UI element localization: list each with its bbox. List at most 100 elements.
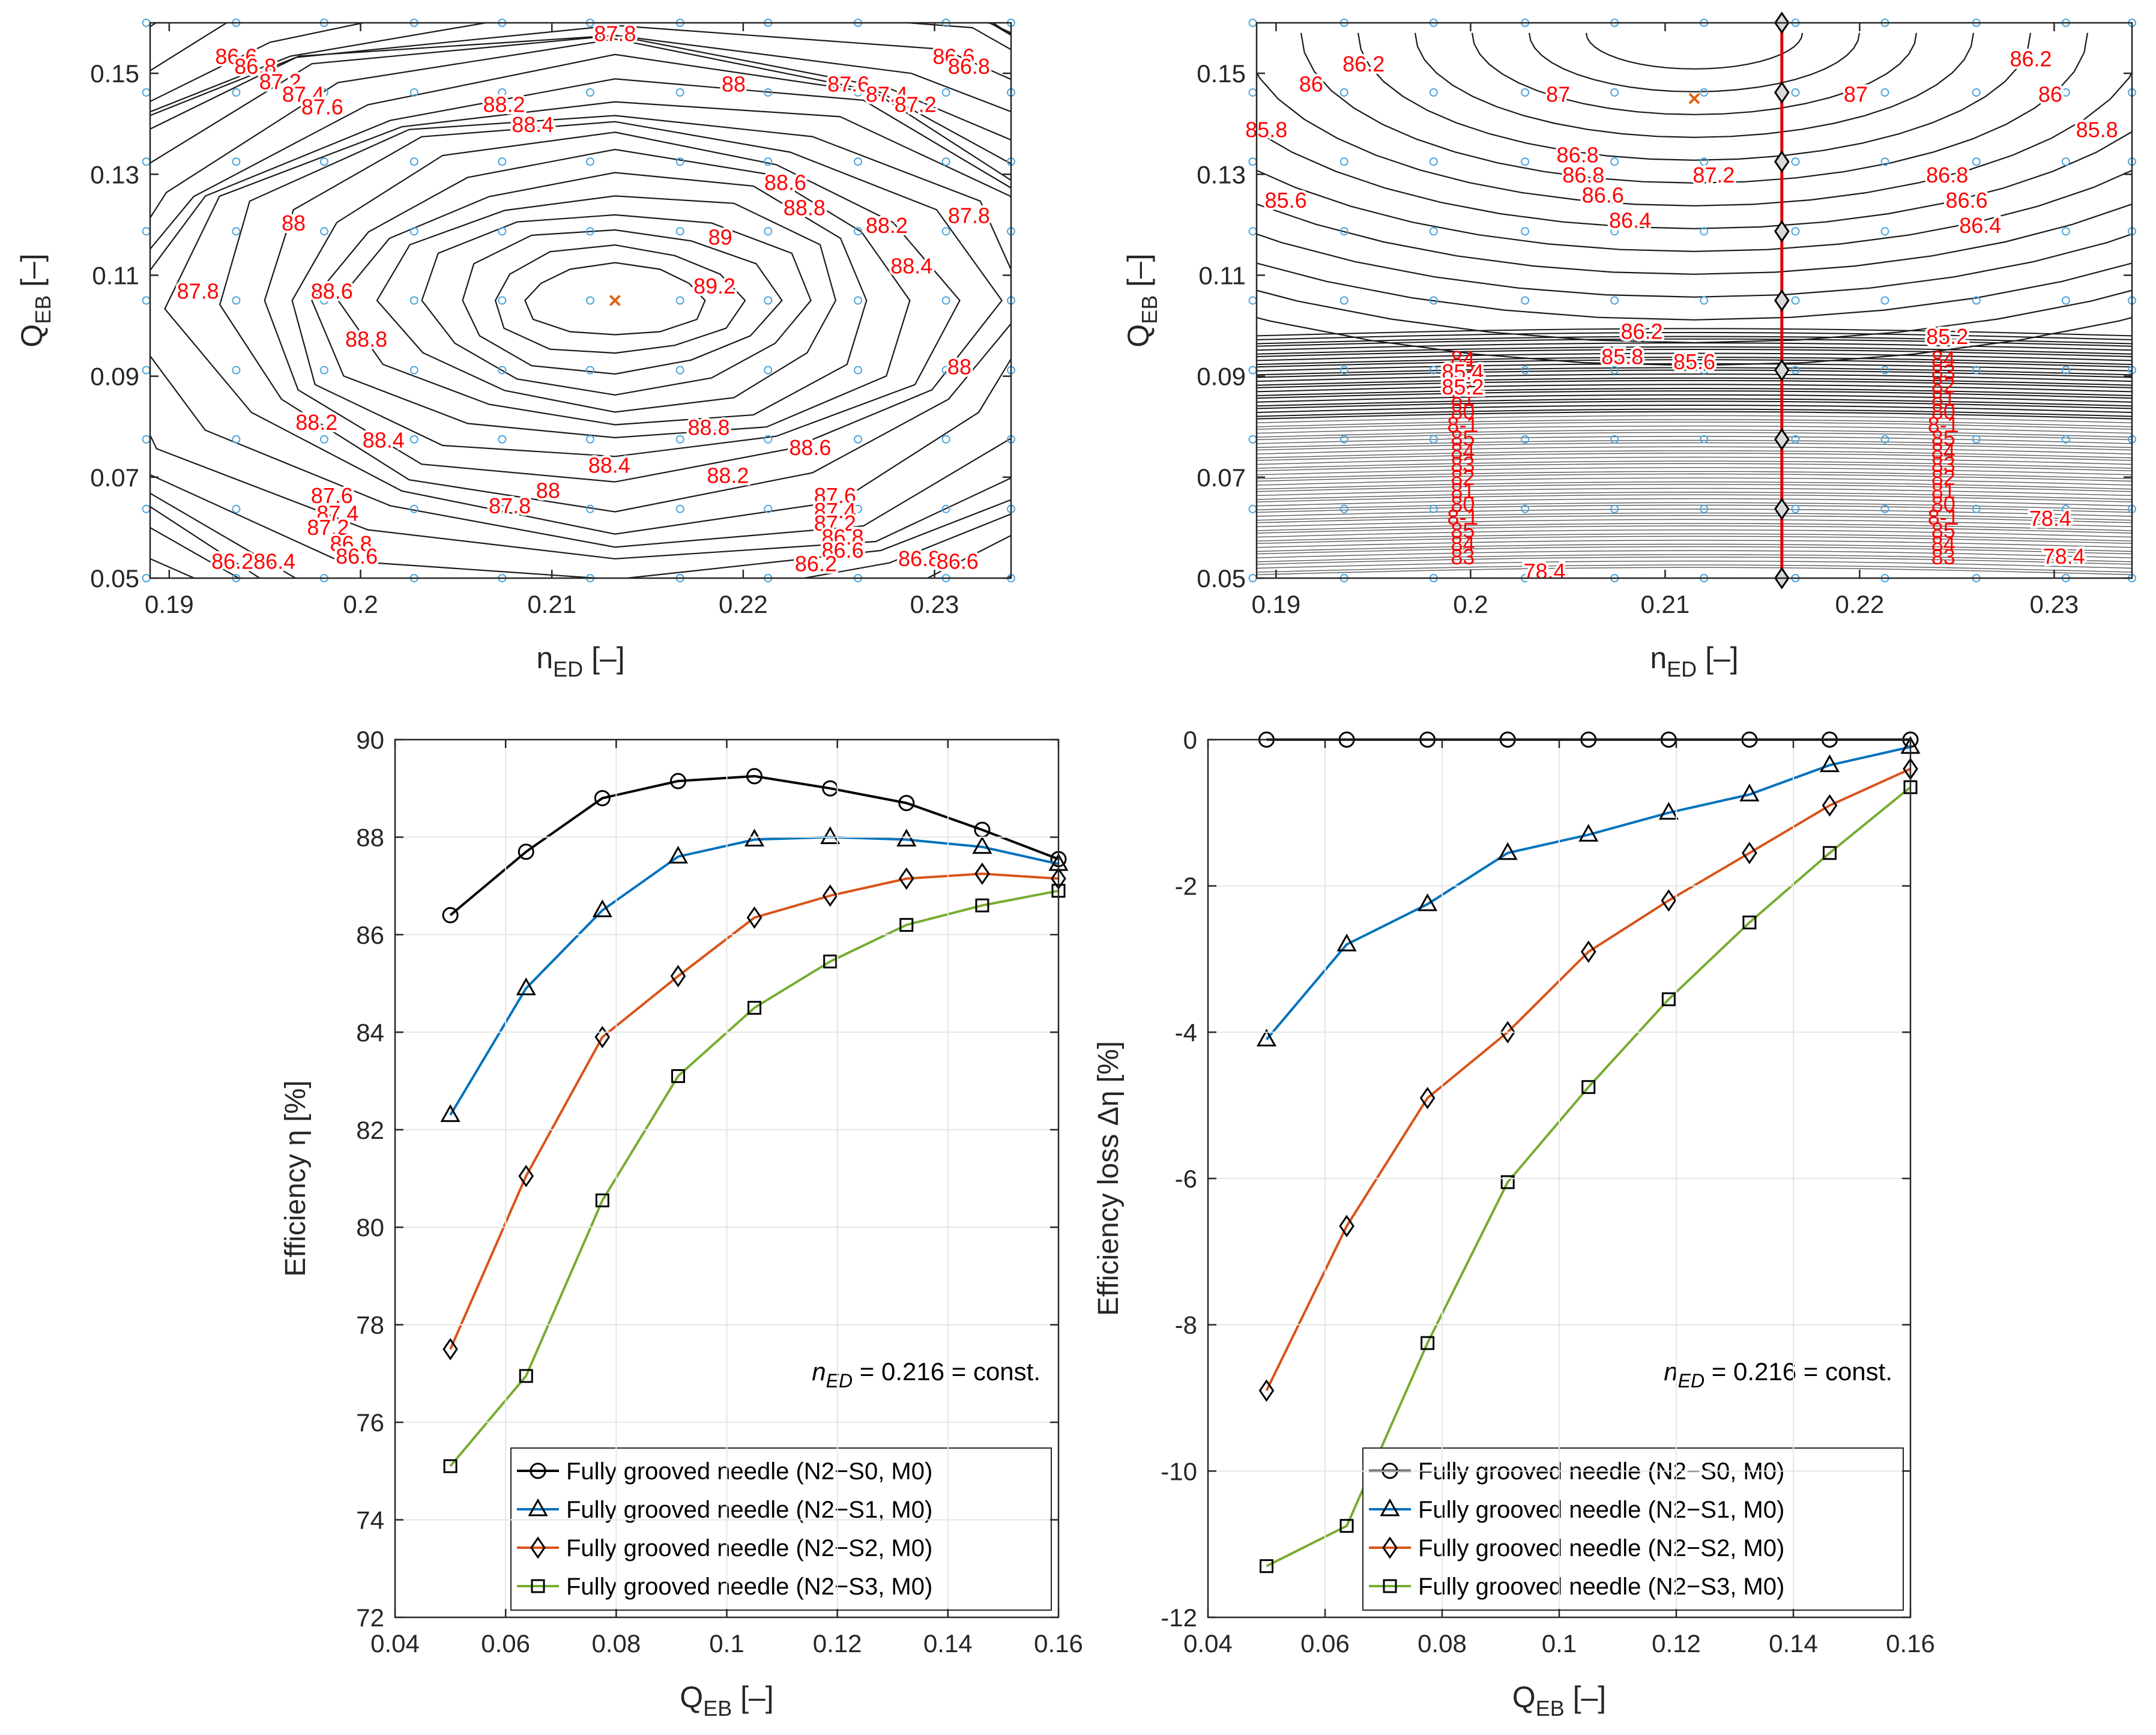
section-point [1774, 150, 1790, 173]
measurement-point [142, 366, 151, 375]
marker-square [1260, 1559, 1273, 1574]
contour-line [1257, 377, 2132, 386]
measurement-point [498, 366, 507, 375]
measurement-point [941, 296, 950, 305]
x-tick-label: 0.16 [1034, 1629, 1083, 1658]
contour-line [1257, 453, 2132, 461]
contour-line [1414, 32, 1975, 138]
marker-diamond [1661, 889, 1677, 912]
contour-label: 86.2 [2010, 47, 2052, 71]
contour-label: 86.4 [1959, 213, 2001, 238]
x-axis-label: QEB [–] [680, 1680, 773, 1721]
series-0 [442, 768, 1067, 923]
optimum-marker [609, 295, 621, 306]
contour-line [1257, 536, 2132, 544]
contour-label: 87.6 [814, 483, 856, 508]
contour-line [219, 115, 1011, 513]
contour-label: 88.8 [687, 415, 729, 439]
measurement-point [319, 296, 328, 305]
measurement-point [1972, 88, 1981, 97]
measurement-point [675, 435, 684, 444]
contour-line [1257, 439, 2132, 448]
measurement-point [941, 227, 950, 236]
contour-label: 85.8 [1601, 345, 1643, 369]
contour-line [1257, 560, 2132, 569]
dense-contour-label: 83 [1451, 452, 1475, 477]
contour-label: 89.2 [693, 274, 735, 298]
measurement-point [1521, 296, 1530, 305]
contour-line [1257, 442, 2132, 451]
dense-contour-label: 84 [1451, 531, 1475, 556]
measurement-point [1880, 88, 1889, 97]
dense-contour-label: 82 [1451, 373, 1475, 397]
dense-contour-label: 80 [1931, 399, 1955, 424]
contour-label: 88 [282, 211, 306, 235]
contour-line [337, 172, 868, 426]
contour-line [1257, 473, 2132, 482]
dense-contour-label: 81 [1451, 478, 1475, 503]
contour-line [1257, 131, 2132, 229]
marker-circle [442, 907, 459, 923]
dense-contour-label: 80 [1451, 492, 1475, 516]
marker-circle [594, 789, 611, 806]
contour-line [1257, 316, 2132, 366]
contour-line [1257, 450, 2132, 459]
section-point [1774, 220, 1790, 243]
marker-diamond [518, 1165, 534, 1187]
contour-label: 88.4 [588, 453, 630, 478]
contour-label: 87 [1546, 82, 1570, 106]
contour-line [150, 25, 1011, 578]
contour-label: 87.4 [316, 501, 358, 525]
y-tick-label: 0.11 [92, 261, 139, 289]
measurement-point [142, 227, 151, 236]
contour-line [1257, 564, 2132, 573]
marker-diamond [746, 906, 762, 929]
dense-contour-label: 8-1 [1928, 412, 1959, 437]
measurement-point [2061, 296, 2070, 305]
const-annotation: nED = 0.216 = const. [1664, 1357, 1892, 1392]
series-1 [1256, 736, 1921, 1047]
measurement-point [1429, 227, 1438, 236]
marker-circle [898, 795, 915, 812]
contour-line [311, 148, 911, 439]
dense-contour-label: 84 [1451, 346, 1475, 371]
contour-line [1257, 550, 2132, 558]
marker-diamond [1258, 1379, 1275, 1402]
x-tick-label: 0.23 [910, 590, 959, 618]
legend: Fully grooved needle (N2−S0, M0)Fully gr… [1362, 1447, 1904, 1611]
marker-triangle [1739, 783, 1760, 801]
measurement-point [319, 435, 328, 444]
x-tick-label: 0.22 [1835, 590, 1885, 618]
contour-label: 87.6 [827, 72, 869, 97]
dense-contour-label: 83 [1451, 545, 1475, 569]
measurement-point [1339, 504, 1348, 513]
y-tick-label: 0.11 [1198, 261, 1246, 289]
marker-triangle [668, 845, 689, 864]
measurement-point [142, 435, 151, 444]
contour-label: 88.2 [866, 213, 908, 238]
y-tick-label: 84 [356, 1018, 384, 1046]
measurement-point [1791, 227, 1800, 236]
contour-line [524, 262, 706, 336]
contour-line [1357, 32, 2032, 161]
y-tick-label: 78 [356, 1311, 384, 1339]
contour-line [1257, 415, 2132, 423]
contour-line [150, 53, 1011, 560]
marker-circle [669, 773, 686, 789]
contour-line [1257, 481, 2132, 490]
measurement-point [1700, 227, 1709, 236]
contour-line [1257, 367, 2132, 376]
measurement-point [1610, 296, 1619, 305]
measurement-point [1700, 157, 1709, 166]
y-axis-label: QEB [–] [15, 253, 55, 347]
contour-line [1257, 429, 2132, 438]
contour-label: 85.8 [2076, 117, 2118, 142]
measurement-point [1429, 504, 1438, 513]
contour-line [164, 101, 1011, 535]
section-point [1774, 498, 1790, 520]
measurement-point [2061, 88, 2070, 97]
contour-line [1257, 546, 2132, 555]
contour-line [1257, 456, 2132, 465]
measurement-point [764, 157, 773, 166]
marker-diamond [1822, 794, 1838, 817]
